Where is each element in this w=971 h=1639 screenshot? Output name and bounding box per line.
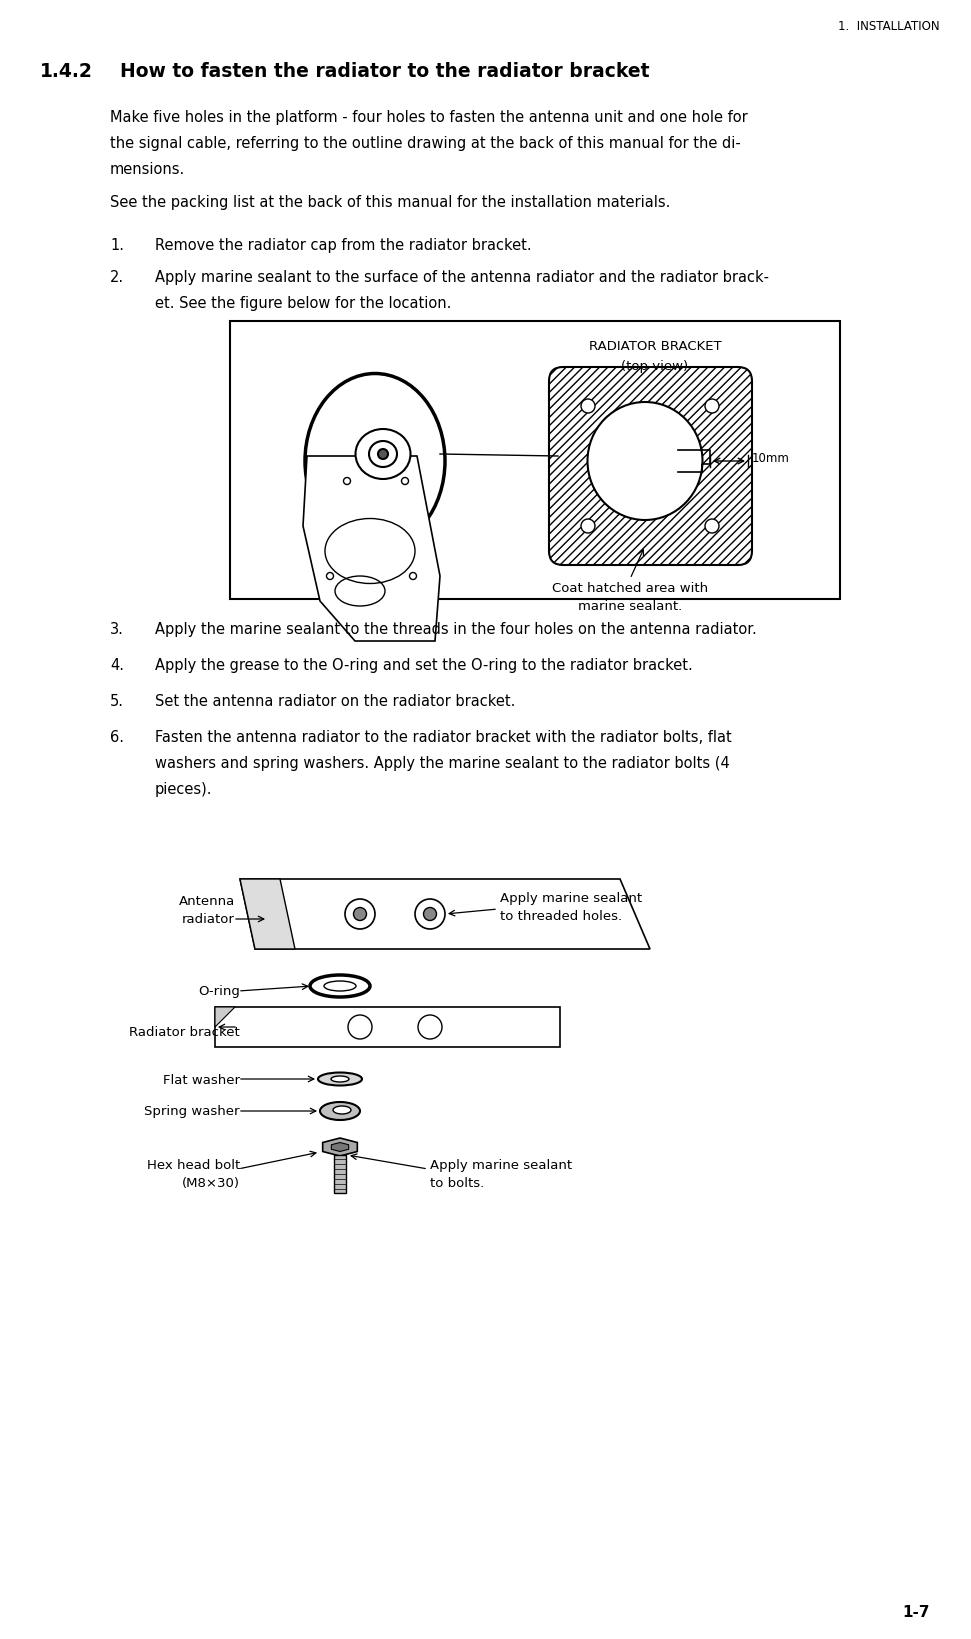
Ellipse shape [415,900,445,929]
Text: Fasten the antenna radiator to the radiator bracket with the radiator bolts, fla: Fasten the antenna radiator to the radia… [155,729,732,744]
Text: washers and spring washers. Apply the marine sealant to the radiator bolts (4: washers and spring washers. Apply the ma… [155,756,730,770]
Ellipse shape [423,908,437,921]
Ellipse shape [378,449,388,459]
Polygon shape [331,1142,349,1152]
Bar [215,1008,560,1047]
Text: 1.4.2: 1.4.2 [40,62,93,80]
Text: Make five holes in the platform - four holes to fasten the antenna unit and one : Make five holes in the platform - four h… [110,110,748,125]
Ellipse shape [326,574,333,580]
Text: Hex head bolt: Hex head bolt [147,1159,240,1172]
Ellipse shape [333,1106,351,1115]
Text: to threaded holes.: to threaded holes. [500,910,622,923]
Ellipse shape [705,400,719,413]
Ellipse shape [320,1103,360,1121]
Polygon shape [322,1139,357,1155]
Text: Remove the radiator cap from the radiator bracket.: Remove the radiator cap from the radiato… [155,238,532,252]
Text: O-ring: O-ring [198,985,240,998]
Ellipse shape [581,400,595,413]
Text: pieces).: pieces). [155,782,213,797]
Text: See the packing list at the back of this manual for the installation materials.: See the packing list at the back of this… [110,195,670,210]
Text: Apply the marine sealant to the threads in the four holes on the antenna radiato: Apply the marine sealant to the threads … [155,621,756,636]
Text: 5.: 5. [110,693,124,708]
Text: Coat hatched area with: Coat hatched area with [552,582,708,595]
Ellipse shape [344,479,351,485]
Polygon shape [240,880,650,949]
Text: Radiator bracket: Radiator bracket [129,1026,240,1039]
Polygon shape [215,1008,235,1028]
Text: Spring washer: Spring washer [145,1105,240,1118]
Ellipse shape [410,574,417,580]
Ellipse shape [581,520,595,534]
Ellipse shape [705,520,719,534]
Ellipse shape [324,982,356,992]
Ellipse shape [587,403,702,521]
Bar [334,1155,346,1193]
Ellipse shape [345,900,375,929]
Text: 3.: 3. [110,621,124,636]
Text: 1.  INSTALLATION: 1. INSTALLATION [838,20,940,33]
Text: 1-7: 1-7 [902,1605,930,1619]
Ellipse shape [318,1074,362,1087]
Text: radiator: radiator [183,913,235,926]
Text: 10mm: 10mm [752,452,789,465]
Polygon shape [240,880,295,949]
Text: Apply the grease to the O-ring and set the O-ring to the radiator bracket.: Apply the grease to the O-ring and set t… [155,657,692,672]
Text: 2.: 2. [110,270,124,285]
Ellipse shape [353,908,366,921]
Text: mensions.: mensions. [110,162,185,177]
Text: Antenna: Antenna [179,895,235,908]
Ellipse shape [331,1077,349,1082]
Ellipse shape [355,429,411,480]
Ellipse shape [418,1016,442,1039]
Text: Apply marine sealant: Apply marine sealant [430,1159,572,1172]
Text: the signal cable, referring to the outline drawing at the back of this manual fo: the signal cable, referring to the outli… [110,136,741,151]
Text: (top view): (top view) [621,361,688,372]
Text: Set the antenna radiator on the radiator bracket.: Set the antenna radiator on the radiator… [155,693,516,708]
Bar [230,321,840,600]
Text: et. See the figure below for the location.: et. See the figure below for the locatio… [155,295,452,311]
Ellipse shape [369,443,397,467]
Text: to bolts.: to bolts. [430,1177,485,1190]
Text: RADIATOR BRACKET: RADIATOR BRACKET [588,339,721,352]
Text: Flat washer: Flat washer [163,1074,240,1087]
Text: 6.: 6. [110,729,124,744]
Text: Apply marine sealant: Apply marine sealant [500,892,642,905]
Text: marine sealant.: marine sealant. [578,600,682,613]
Text: (M8×30): (M8×30) [182,1177,240,1190]
Text: 4.: 4. [110,657,124,672]
FancyBboxPatch shape [549,367,752,565]
Ellipse shape [348,1016,372,1039]
Text: How to fasten the radiator to the radiator bracket: How to fasten the radiator to the radiat… [120,62,650,80]
Text: 1.: 1. [110,238,124,252]
Ellipse shape [401,479,409,485]
Text: Apply marine sealant to the surface of the antenna radiator and the radiator bra: Apply marine sealant to the surface of t… [155,270,769,285]
Polygon shape [303,457,440,641]
